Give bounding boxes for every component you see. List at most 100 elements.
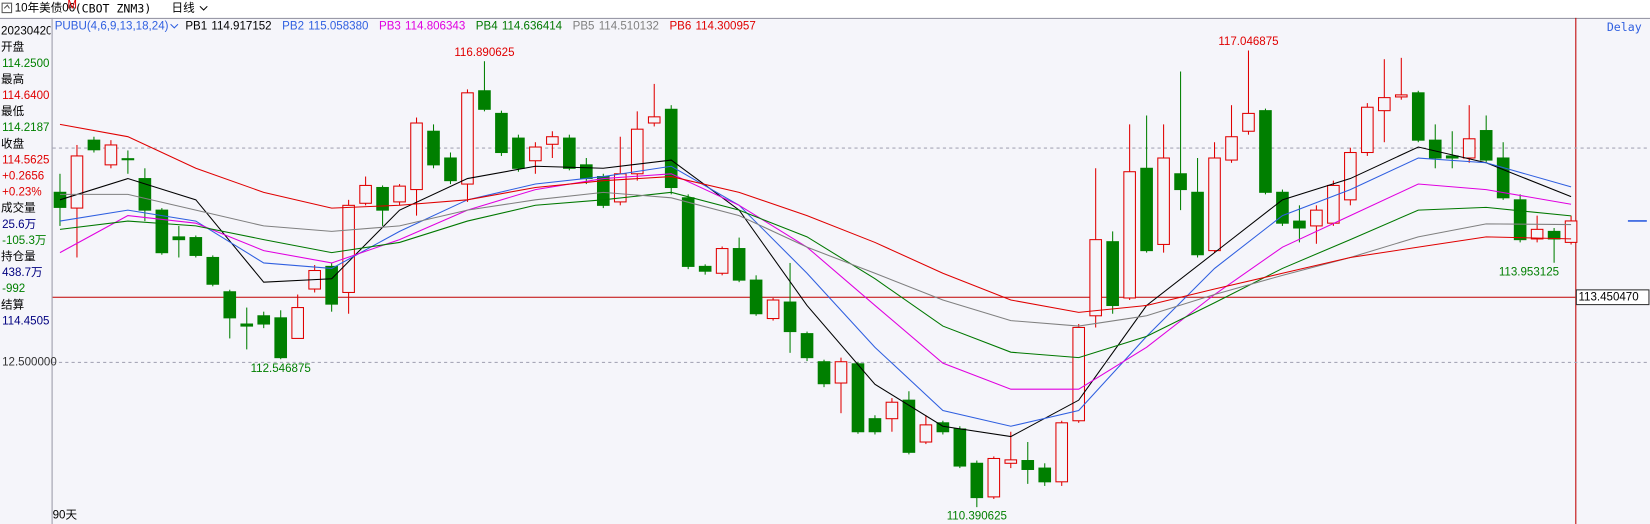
candle-body [817, 361, 831, 385]
candle-body [1259, 110, 1272, 193]
info-value: +0.2656 [2, 171, 44, 183]
high-label: 116.890625 [454, 47, 514, 59]
info-value: 114.6400 [2, 90, 49, 102]
info-value: 114.5625 [2, 154, 49, 166]
candle-body [1310, 209, 1323, 227]
candle-body [529, 146, 542, 162]
candle-body [410, 122, 423, 191]
candle-body [987, 457, 1001, 498]
candle-body [240, 323, 254, 327]
candle-body [325, 265, 338, 305]
candle-body [715, 248, 729, 274]
legend-value: 115.058380 [308, 20, 368, 32]
candle-body [800, 333, 814, 359]
candle-body [902, 399, 916, 453]
candle-body [1055, 422, 1069, 483]
grid: 12.500000 113.450470 [2, 147, 1650, 369]
candle-body [206, 256, 220, 285]
ma-line [59, 191, 1572, 359]
candle-body [1530, 228, 1544, 240]
candle-body [919, 424, 933, 443]
period-dropdown[interactable] [199, 5, 208, 11]
candle-body [664, 108, 678, 189]
legend-name: PB3 [379, 20, 401, 32]
instrument-title: 10年美债06 [15, 0, 75, 14]
indicator-name: PUBU(4,6,9,13,18,24) [55, 20, 169, 32]
candle-body [783, 301, 797, 333]
reference-label: 113.450470 [1578, 291, 1638, 303]
candle-body [1208, 157, 1221, 252]
legend: PUBU(4,6,9,13,18,24) PB1 114.917152 PB2 115.… [55, 20, 756, 32]
low-label: 112.546875 [251, 363, 311, 375]
info-value: +0.23% [2, 187, 42, 199]
candle-body [1445, 155, 1459, 159]
delay-status: Delay [1607, 20, 1642, 34]
info-label: 最低 [1, 105, 25, 118]
candle-body [478, 90, 491, 110]
candle-body [1479, 130, 1493, 161]
candle-body [698, 265, 712, 272]
candle-body [342, 204, 355, 293]
candle-body [155, 209, 169, 254]
legend-value: 114.636414 [502, 20, 563, 32]
candle-body [647, 116, 661, 124]
candle-body [563, 137, 576, 169]
candle-body [1191, 191, 1204, 256]
info-panel: 20230420 开盘 114.2500 最高 114.6400 最低 114.2187 收盘… [1, 26, 50, 328]
icon-box[interactable] [1, 2, 13, 14]
candle-body [1038, 467, 1052, 483]
ma-line [59, 146, 1572, 438]
y-tick-label: 12.500000 [2, 357, 57, 369]
info-value: 114.2187 [2, 122, 49, 134]
candle-body [681, 197, 695, 267]
candle-body [1547, 230, 1561, 240]
candle-body [1225, 136, 1238, 161]
candle-body [70, 155, 84, 209]
candle-body [274, 317, 288, 359]
legend-value: 114.917152 [211, 20, 271, 32]
candle-body [1496, 157, 1510, 199]
candle-body [1072, 326, 1086, 422]
candle-body [1411, 92, 1425, 141]
candle-body [1564, 220, 1578, 243]
candle-body [444, 157, 457, 182]
info-label: 成交量 [1, 201, 36, 215]
candle-body [868, 418, 882, 433]
candle-body [172, 236, 186, 241]
candle-body [53, 191, 67, 208]
candle-body [1428, 139, 1442, 159]
candle-body [885, 401, 899, 420]
candle-body [495, 112, 508, 154]
candle-body [1089, 239, 1102, 317]
instrument-sup: M [67, 0, 77, 11]
info-label: 持仓量 [1, 249, 36, 263]
candle-body [1513, 199, 1527, 241]
legend-name: PB1 [185, 20, 207, 32]
reference-label-box [1575, 289, 1650, 306]
candle-body [512, 137, 525, 169]
candle-body [546, 136, 559, 145]
candle-body [1377, 97, 1391, 112]
info-label: 结算 [1, 297, 24, 311]
candle-body [257, 315, 271, 325]
icon-arrow[interactable] [3, 4, 10, 9]
icon[interactable] [1, 2, 13, 14]
candle-body [1123, 171, 1136, 299]
info-label: 开盘 [1, 40, 25, 54]
candle-body [970, 462, 984, 499]
candle-body [1242, 112, 1255, 132]
candle-body [291, 307, 304, 339]
period-selector[interactable]: 日线 [172, 0, 196, 14]
candle-body [1276, 191, 1289, 224]
low-label: 110.390625 [947, 511, 1007, 523]
candle-body [1462, 138, 1476, 159]
candle-body [189, 237, 203, 256]
candle-body [87, 139, 101, 151]
instrument-code: (CBOT ZNM3) [75, 1, 152, 15]
candle-body [1140, 167, 1153, 252]
legend-name: PB6 [669, 20, 691, 32]
candle-body [851, 363, 865, 433]
legend-value: 114.510132 [599, 20, 659, 32]
legend-name: PB4 [476, 20, 498, 32]
